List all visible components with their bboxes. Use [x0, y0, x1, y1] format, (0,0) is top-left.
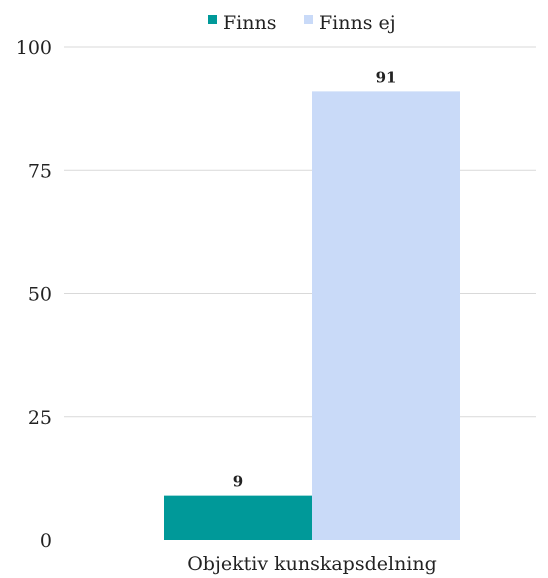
legend-label: Finns ej	[319, 12, 396, 34]
x-axis: Objektiv kunskapsdelning	[187, 553, 437, 575]
legend-label: Finns	[223, 12, 276, 34]
y-tick-label: 0	[40, 530, 52, 552]
legend-swatch	[304, 15, 313, 24]
y-tick-label: 100	[16, 37, 52, 59]
bar-finns	[164, 495, 312, 540]
data-label: 91	[376, 68, 397, 86]
data-label: 9	[233, 473, 243, 491]
bars: 9 91	[164, 68, 460, 541]
y-tick-label: 50	[28, 284, 52, 306]
y-tick-label: 75	[28, 160, 52, 182]
y-axis: 0 25 50 75 100	[16, 37, 52, 552]
gridlines	[64, 46, 536, 418]
legend: Finns Finns ej	[208, 12, 396, 34]
x-category-label: Objektiv kunskapsdelning	[187, 553, 437, 575]
bar-finns-ej	[312, 91, 460, 541]
y-tick-label: 25	[28, 407, 52, 429]
legend-swatch	[208, 15, 217, 24]
